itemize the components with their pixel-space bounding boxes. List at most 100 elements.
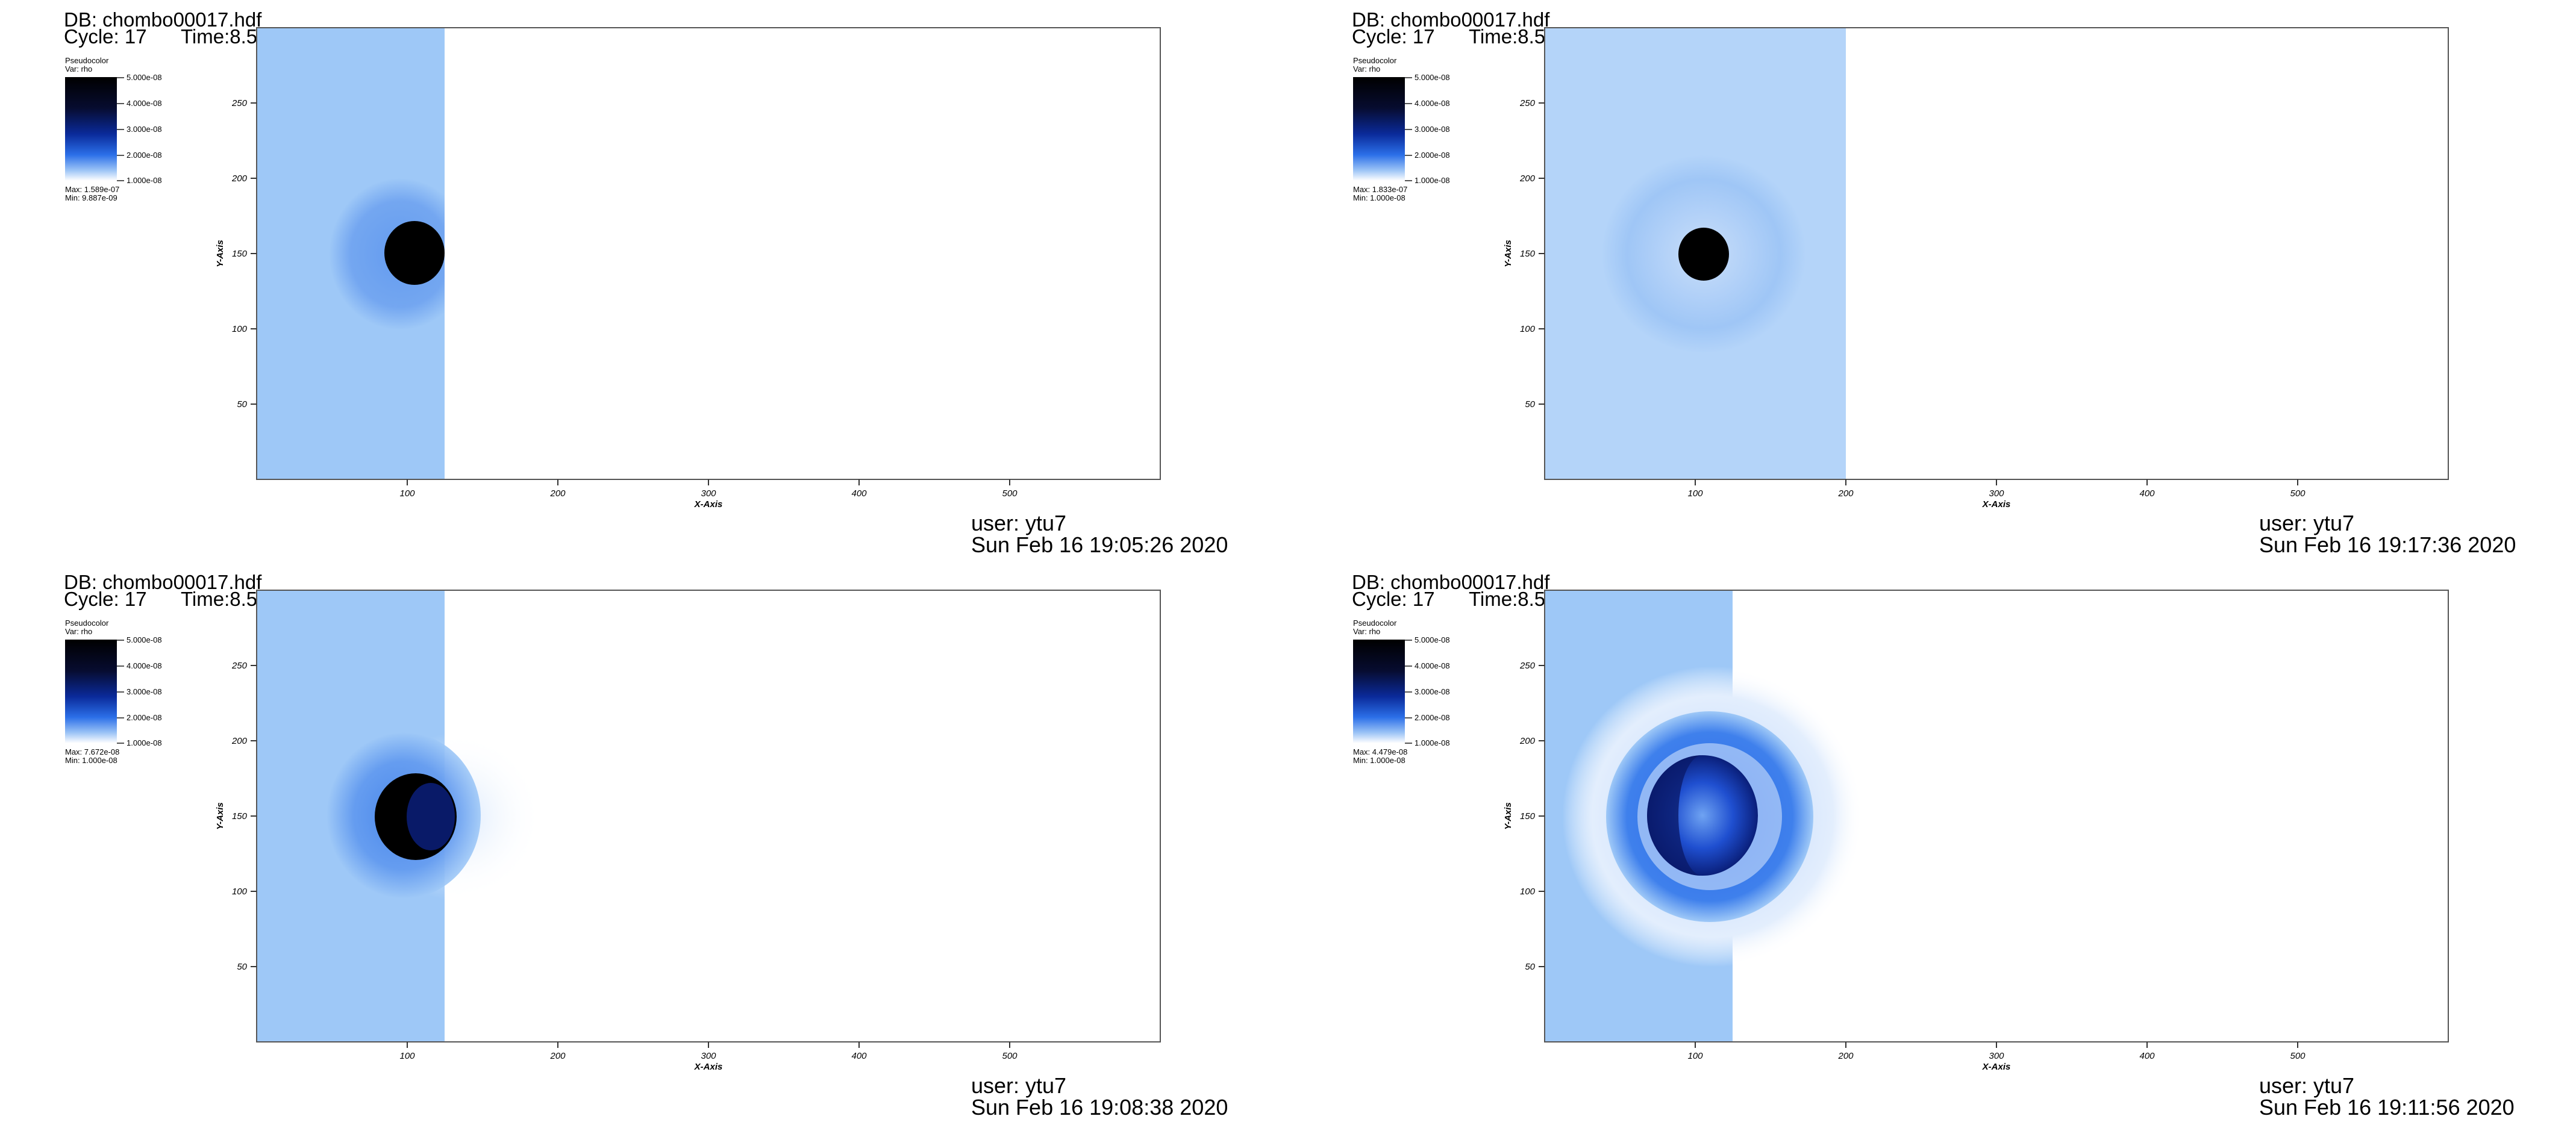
- viewport-top-right: DB: chombo00017.hdf Cycle: 17 Time:8.5e-…: [1288, 0, 2576, 562]
- database-label: DB: chombo00017.hdf: [1352, 8, 1550, 31]
- y-tick-label: 150: [232, 811, 248, 821]
- colorbar-tick: [1405, 155, 1412, 156]
- user-label: user: ytu7: [2259, 1073, 2355, 1098]
- x-tick-label: 300: [1989, 488, 2004, 499]
- colorbar-tick: [117, 665, 124, 667]
- x-tick-label: 500: [2290, 1051, 2306, 1061]
- legend-plot-type: Pseudocolor: [65, 56, 109, 65]
- date-label: Sun Feb 16 19:08:38 2020: [971, 1095, 1228, 1120]
- y-tick-label: 100: [232, 887, 248, 897]
- legend-variable: Var: rho: [65, 627, 93, 636]
- x-axis-title: X-Axis: [694, 499, 723, 510]
- colorbar-tick-label: 4.000e-08: [127, 661, 162, 670]
- y-axis-ticks: [251, 102, 257, 405]
- colorbar-tick-label: 1.000e-08: [1415, 738, 1450, 747]
- x-axis-ticks: [407, 1042, 1010, 1048]
- colorbar-tick-label: 2.000e-08: [1415, 151, 1450, 160]
- colorbar-tick-label: 2.000e-08: [1415, 713, 1450, 722]
- legend-min-value: Min: 1.000e-08: [1353, 193, 1405, 202]
- colorbar-tick: [1405, 129, 1412, 130]
- cycle-label: Cycle: 17: [1352, 588, 1435, 610]
- y-axis-title: Y-Axis: [1503, 802, 1513, 830]
- x-tick-label: 200: [1837, 488, 1854, 499]
- x-tick-label: 400: [851, 488, 867, 499]
- legend-min-value: Min: 9.887e-09: [65, 193, 117, 202]
- x-axis-title: X-Axis: [1982, 499, 2011, 510]
- x-tick-label: 300: [701, 1051, 716, 1061]
- database-label: DB: chombo00017.hdf: [64, 8, 262, 31]
- x-tick-label: 200: [1837, 1051, 1854, 1061]
- y-tick-label: 100: [1520, 324, 1536, 334]
- colorbar-tick-label: 4.000e-08: [1415, 99, 1450, 108]
- clump-shadow: [1647, 755, 1702, 876]
- user-label: user: ytu7: [971, 511, 1067, 535]
- y-tick-label: 250: [231, 661, 248, 671]
- x-tick-label: 500: [1002, 488, 1018, 499]
- colorbar-tick-label: 2.000e-08: [127, 713, 162, 722]
- legend-min-value: Min: 1.000e-08: [65, 756, 117, 765]
- database-label: DB: chombo00017.hdf: [64, 571, 262, 593]
- colorbar-tick: [1405, 640, 1412, 641]
- colorbar-tick: [1405, 665, 1412, 667]
- x-tick-label: 200: [549, 1051, 566, 1061]
- legend-max-value: Max: 1.833e-07: [1353, 185, 1408, 194]
- y-tick-label: 250: [1519, 661, 1536, 671]
- user-label: user: ytu7: [971, 1073, 1067, 1098]
- dense-clump: [384, 221, 445, 285]
- colorbar-tick-label: 2.000e-08: [127, 151, 162, 160]
- y-axis-title: Y-Axis: [1503, 240, 1513, 267]
- x-tick-label: 500: [1002, 1051, 1018, 1061]
- cycle-label: Cycle: 17: [1352, 25, 1435, 48]
- plot-area[interactable]: 100 200 300 400 500 X-Axis 250 200 150 1…: [0, 562, 1288, 1125]
- date-label: Sun Feb 16 19:05:26 2020: [971, 532, 1228, 557]
- legend-min-value: Min: 1.000e-08: [1353, 756, 1405, 765]
- legend-max-value: Max: 7.672e-08: [65, 747, 120, 756]
- colorbar-tick: [117, 743, 124, 744]
- legend-plot-type: Pseudocolor: [65, 619, 109, 628]
- x-axis-title: X-Axis: [1982, 1062, 2011, 1072]
- clump-core: [407, 783, 455, 850]
- colorbar-tick: [1405, 180, 1412, 181]
- colorbar: [65, 640, 117, 743]
- colorbar-tick: [117, 129, 124, 130]
- colorbar: [1353, 640, 1405, 743]
- plot-area[interactable]: 100 200 300 400 500 X-Axis 250 200 150 1…: [1288, 562, 2576, 1125]
- x-tick-label: 100: [399, 1051, 415, 1061]
- legend-max-value: Max: 1.589e-07: [65, 185, 120, 194]
- y-tick-label: 150: [1520, 249, 1536, 259]
- colorbar: [1353, 77, 1405, 181]
- colorbar-tick: [117, 77, 124, 78]
- y-tick-label: 200: [231, 736, 248, 746]
- colorbar: [65, 77, 117, 181]
- colorbar-tick-label: 5.000e-08: [127, 73, 162, 82]
- clear-region: [1846, 28, 1882, 479]
- viewport-top-left: DB: chombo00017.hdf Cycle: 17 Time:8.5e-…: [0, 0, 1288, 562]
- user-label: user: ytu7: [2259, 511, 2355, 535]
- y-tick-label: 150: [1520, 811, 1536, 821]
- plot-area[interactable]: 100 200 300 400 500 X-Axis 250 200 150 1…: [0, 0, 1288, 562]
- colorbar-tick: [1405, 103, 1412, 104]
- colorbar-tick: [117, 717, 124, 718]
- legend-variable: Var: rho: [1353, 64, 1381, 73]
- colorbar-tick: [1405, 691, 1412, 693]
- y-tick-label: 50: [1525, 399, 1535, 410]
- colorbar-tick: [117, 103, 124, 104]
- colorbar-tick: [117, 180, 124, 181]
- y-tick-label: 250: [1519, 98, 1536, 108]
- viewport-bottom-left: DB: chombo00017.hdf Cycle: 17 Time:8.5e-…: [0, 562, 1288, 1125]
- colorbar-tick-label: 3.000e-08: [1415, 125, 1450, 134]
- plot-area[interactable]: 100 200 300 400 500 X-Axis 250 200 150 1…: [1288, 0, 2576, 562]
- cycle-label: Cycle: 17: [64, 588, 147, 610]
- legend-plot-type: Pseudocolor: [1353, 56, 1397, 65]
- y-axis-ticks: [1539, 665, 1545, 967]
- colorbar-tick: [1405, 717, 1412, 718]
- cycle-label: Cycle: 17: [64, 25, 147, 48]
- y-tick-label: 50: [237, 399, 247, 410]
- y-tick-label: 50: [237, 962, 247, 972]
- colorbar-tick-label: 4.000e-08: [127, 99, 162, 108]
- colorbar-tick-label: 5.000e-08: [1415, 73, 1450, 82]
- x-axis-ticks: [1695, 1042, 2298, 1048]
- y-tick-label: 100: [232, 324, 248, 334]
- colorbar-tick-label: 1.000e-08: [127, 738, 162, 747]
- x-tick-label: 100: [399, 488, 415, 499]
